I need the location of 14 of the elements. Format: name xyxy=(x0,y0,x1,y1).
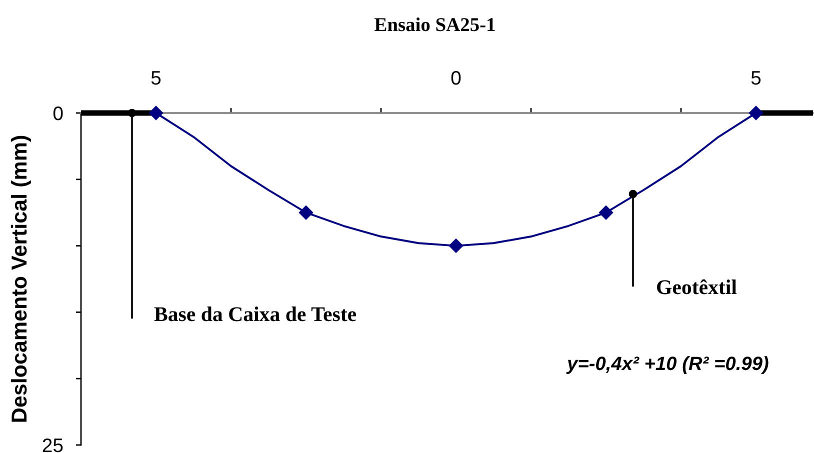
y-tick-label: 25 xyxy=(42,438,63,452)
point xyxy=(448,238,464,253)
point xyxy=(148,106,164,120)
annotation: Base da Caixa de Teste xyxy=(154,306,356,322)
point xyxy=(748,106,764,120)
x-tick-label: 5 xyxy=(151,71,161,85)
point xyxy=(598,206,614,220)
chart-title: Ensaio SA25-1 xyxy=(374,18,495,32)
x-tick-label: 0 xyxy=(451,70,461,85)
x-tick-label: 5 xyxy=(751,71,761,85)
annotation: y=-0,4x² +10 (R² =0.99) xyxy=(566,356,768,374)
annotation: Geotêxtil xyxy=(657,279,737,294)
point xyxy=(298,206,314,220)
y-axis-title: Deslocamento Vertical (mm) xyxy=(10,136,31,422)
